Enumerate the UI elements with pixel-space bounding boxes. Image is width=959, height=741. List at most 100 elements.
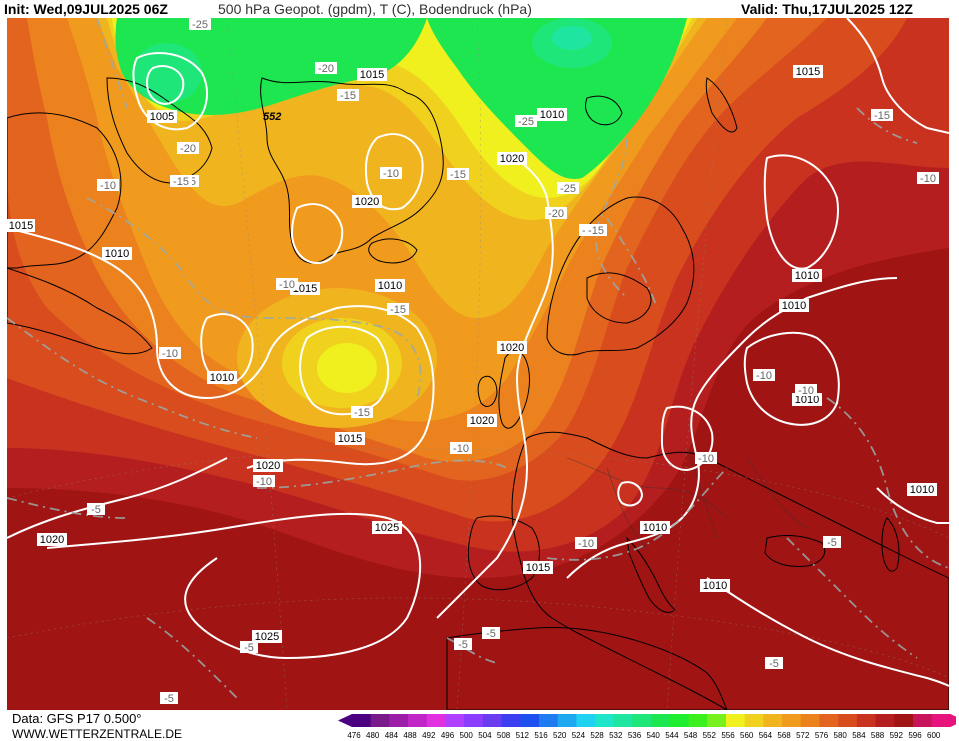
geopot-shade-552-east [427,18,687,179]
legend-swatch [408,714,428,727]
legend-tick-label: 496 [441,731,455,740]
legend-swatch [707,714,727,727]
svg-text:1010: 1010 [643,522,667,534]
legend-tick-label: 568 [777,731,791,740]
legend-swatch [426,714,446,727]
temp-label: -15 [447,168,469,181]
svg-text:1020: 1020 [500,342,524,354]
legend-swatch [632,714,652,727]
legend-swatch [669,714,690,727]
temp-label: -25 [515,115,537,128]
legend-swatch [445,714,465,727]
svg-text:1010: 1010 [703,580,727,592]
legend-swatch [838,714,858,727]
svg-text:-10: -10 [698,453,714,465]
svg-text:-15: -15 [340,90,356,102]
legend-swatch [856,714,877,727]
svg-text:1020: 1020 [500,153,524,165]
legend-swatch [520,714,540,727]
svg-text:-15: -15 [588,225,604,237]
isobars [7,18,949,687]
legend-swatch [576,714,596,727]
svg-text:-10: -10 [920,173,936,185]
isobar-label: 1020 [253,459,283,472]
isobar-label: 1020 [497,152,527,165]
svg-text:-25: -25 [560,183,576,195]
legend-arrow-left [338,714,352,727]
temp-label: -15 [387,303,409,316]
legend-swatch [352,714,372,727]
legend-swatch [782,714,802,727]
isobar-label: 1020 [467,414,497,427]
legend-tick-label: 556 [721,731,735,740]
isobar-label: 1005 [147,110,177,123]
svg-text:-10: -10 [256,476,272,488]
legend-tick-label: 480 [366,731,380,740]
svg-text:-10: -10 [798,385,814,397]
isobar-label: 1015 [7,219,35,232]
temp-label: -5 [160,692,178,705]
svg-text:-25: -25 [192,19,208,31]
svg-text:1010: 1010 [910,484,934,496]
svg-text:1010: 1010 [795,270,819,282]
svg-text:-10: -10 [578,538,594,550]
temp-label: -5 [454,638,472,651]
isobar-label: 1025 [372,521,402,534]
legend-arrow-right [950,714,956,727]
svg-text:-15: -15 [450,169,466,181]
isobar-label: 1015 [335,432,365,445]
svg-text:-5: -5 [458,639,468,651]
legend-swatch [464,714,484,727]
footer-bar: Data: GFS P17 0.500° WWW.WETTERZENTRALE.… [0,710,959,741]
temp-label: -10 [276,278,298,291]
svg-text:1025: 1025 [255,631,279,643]
svg-text:-5: -5 [827,537,837,549]
weather-map: 1015 1005 1010 1020 1020 1015 1010 1015 … [7,18,949,710]
isobar-label: 1015 [523,561,553,574]
isobar-label: 1010 [792,393,822,406]
temp-label: -10 [253,475,275,488]
temp-label: -10 [97,179,119,192]
legend-tick-label: 512 [516,731,530,740]
isobar-label: 1010 [207,371,237,384]
temp-label: -15 [351,406,373,419]
svg-text:-10: -10 [100,180,116,192]
website-label: WWW.WETTERZENTRALE.DE [12,727,182,741]
legend-swatch [595,714,615,727]
legend-tick-label: 520 [553,731,567,740]
svg-text:-5: -5 [91,504,101,516]
svg-text:1020: 1020 [470,415,494,427]
temp-label: -10 [917,172,939,185]
color-legend: 476 480 484 488 492 496 500 504 508 512 516 520 524 5… [338,714,956,740]
legend-swatch [819,714,839,727]
isobar-label: 1010 [640,521,670,534]
legend-tick-label: 504 [478,731,492,740]
svg-text:-5: -5 [244,642,254,654]
svg-text:1020: 1020 [40,534,64,546]
temp-label: -20 [177,142,199,155]
svg-text:1020: 1020 [355,196,379,208]
temp-label: -10 [795,384,817,397]
temp-label: -10 [695,452,717,465]
isobar-label: 1010 [102,247,132,260]
svg-text:1015: 1015 [526,562,550,574]
temp-label: -25 [189,18,211,31]
svg-text:1010: 1010 [540,109,564,121]
legend-tick-label: 596 [908,731,922,740]
svg-text:-10: -10 [453,443,469,455]
temp-label: -20 [545,207,567,220]
geopot-shade-556-pocket [317,343,377,393]
svg-text:1015: 1015 [796,66,820,78]
temp-label: -5 [482,627,500,640]
legend-swatch [931,714,951,727]
data-source-label: Data: GFS P17 0.500° [12,711,142,726]
isobar-label: 1020 [37,533,67,546]
geopot-contour-label: 552 [263,111,281,123]
legend-tick-label: 508 [497,731,511,740]
temp-label: -10 [575,537,597,550]
temp-label: -15 [585,224,607,237]
temp-label: -10 [450,442,472,455]
legend-tick-label: 492 [422,731,436,740]
legend-swatch [370,714,390,727]
legend-tick-label: 484 [385,731,399,740]
